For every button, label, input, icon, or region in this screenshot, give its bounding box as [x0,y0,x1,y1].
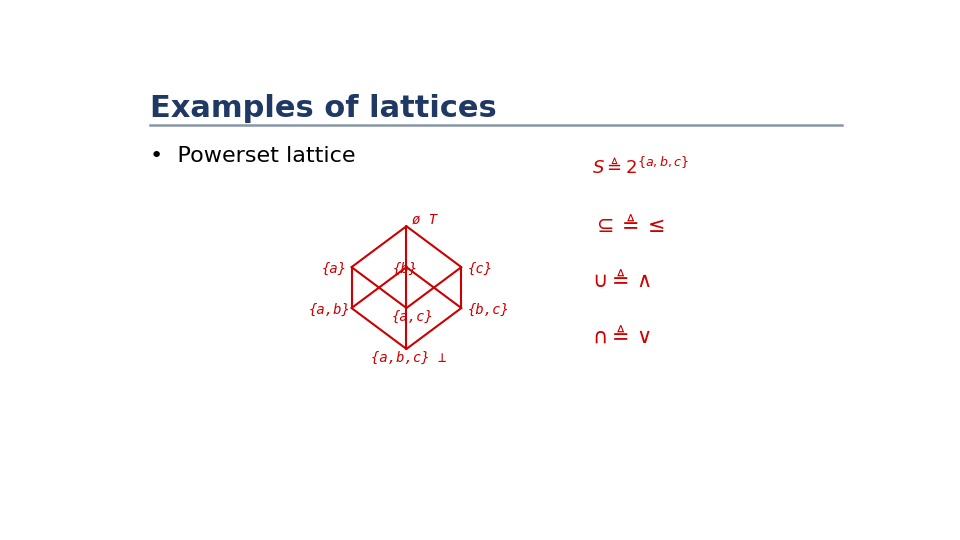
Text: $\cup \triangleq \wedge$: $\cup \triangleq \wedge$ [592,268,652,291]
Text: {c}: {c} [468,262,492,276]
Text: Examples of lattices: Examples of lattices [150,94,496,123]
Text: ø T: ø T [413,213,438,227]
Text: {a}: {a} [322,262,347,276]
Text: {a,b}: {a,b} [308,303,350,316]
Text: $S \triangleq 2^{\{a,b,c\}}$: $S \triangleq 2^{\{a,b,c\}}$ [592,156,689,178]
Text: {a,c}: {a,c} [392,310,433,324]
Text: •  Powerset lattice: • Powerset lattice [150,146,355,166]
Text: {b,c}: {b,c} [468,303,509,316]
Text: $\subseteq \triangleq \leq$: $\subseteq \triangleq \leq$ [592,214,665,237]
Text: {a,b,c} ⊥: {a,b,c} ⊥ [371,351,446,365]
Text: $\cap \triangleq \vee$: $\cap \triangleq \vee$ [592,325,652,346]
Text: {b}: {b} [393,262,419,276]
